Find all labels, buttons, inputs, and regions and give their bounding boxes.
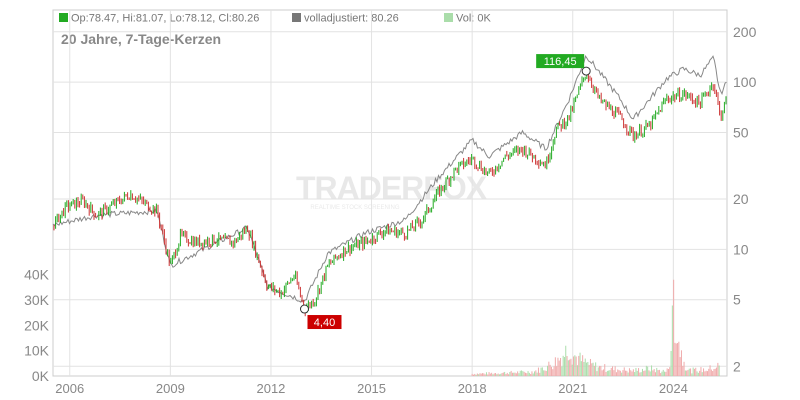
price-tick-label: 10 xyxy=(733,241,749,257)
grid xyxy=(53,10,727,376)
price-tick-label: 20 xyxy=(733,191,749,207)
high-label: 116,45 xyxy=(544,56,577,68)
low-label: 4,40 xyxy=(314,317,335,329)
volume-text: Vol: 0K xyxy=(456,13,492,25)
watermark-tagline: REALTIME STOCK SCREENING xyxy=(310,205,399,211)
ohlc-text: Op:78.47, Hi:81.07, Lo:78.12, Cl:80.26 xyxy=(71,13,259,25)
x-tick-label: 2018 xyxy=(458,381,487,396)
plot-frame xyxy=(52,9,728,377)
volume-swatch xyxy=(444,13,453,22)
adjusted-swatch xyxy=(292,13,301,22)
price-tick-label: 2 xyxy=(733,358,741,374)
price-tick-label: 100 xyxy=(733,74,757,90)
chart-subtitle: 20 Jahre, 7-Tage-Kerzen xyxy=(61,31,221,47)
watermark: TRADERFOX REALTIME STOCK SCREENING xyxy=(296,170,489,211)
volume-tick-label: 30K xyxy=(24,292,50,308)
price-tick-label: 5 xyxy=(733,292,741,308)
header-legend: Op:78.47, Hi:81.07, Lo:78.12, Cl:80.26 v… xyxy=(59,13,492,25)
x-tick-label: 2009 xyxy=(156,381,185,396)
ohlc-swatch xyxy=(59,13,68,22)
axis-ticks: 2006 2009 2012 2015 2018 2021 2024 200 100 50 20 10… xyxy=(24,24,756,396)
volume-tick-label: 10K xyxy=(24,343,50,359)
x-tick-label: 2006 xyxy=(55,381,84,396)
x-tick-label: 2015 xyxy=(357,381,386,396)
adjusted-line xyxy=(52,55,727,303)
price-series xyxy=(53,70,727,317)
price-tick-label: 50 xyxy=(733,124,749,140)
volume-bars xyxy=(471,279,720,376)
adjusted-series xyxy=(52,55,727,303)
high-marker xyxy=(581,66,591,76)
x-tick-label: 2024 xyxy=(659,381,688,396)
volume-tick-label: 0K xyxy=(32,368,50,384)
low-label-box xyxy=(307,315,342,330)
high-label-box xyxy=(536,54,585,69)
x-tick-label: 2021 xyxy=(558,381,587,396)
adjusted-text: volladjustiert: 80.26 xyxy=(304,13,399,25)
price-tick-label: 200 xyxy=(733,24,757,40)
x-tick-label: 2012 xyxy=(256,381,285,396)
watermark-logo: TRADERFOX xyxy=(296,170,488,206)
annotations: 116,45 4,40 xyxy=(299,54,591,330)
low-marker xyxy=(299,304,309,314)
volume-tick-label: 20K xyxy=(24,317,50,333)
volume-tick-label: 40K xyxy=(24,267,50,283)
